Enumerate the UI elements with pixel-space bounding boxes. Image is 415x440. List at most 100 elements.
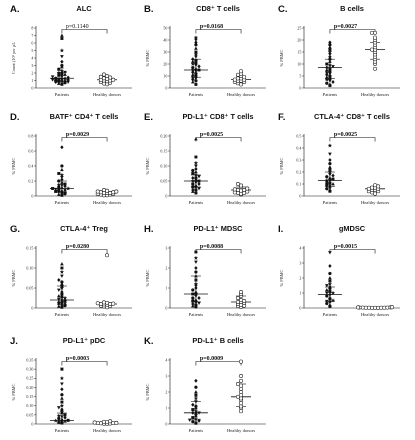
data-point <box>328 279 332 283</box>
data-point <box>232 187 237 192</box>
y-axis-label: % PBMC <box>11 269 16 286</box>
panel-title: PD-L1⁺ pDC <box>63 336 106 345</box>
data-point <box>194 181 198 185</box>
y-axis-label: % PBMC <box>145 157 150 174</box>
data-point <box>66 418 70 422</box>
data-point <box>101 300 106 305</box>
x-category-label: Healthy donors <box>93 92 121 97</box>
data-point <box>60 295 64 299</box>
panel-title: CTLA-4⁺ CD8⁺ T cells <box>314 112 390 121</box>
data-point <box>193 172 199 177</box>
data-point <box>60 282 64 286</box>
data-point <box>190 74 195 80</box>
p-value: p=0.0027 <box>334 24 357 30</box>
data-point <box>191 185 195 189</box>
data-point <box>373 35 378 40</box>
panel-label: A. <box>10 4 20 15</box>
series-healthy-donors <box>97 72 118 87</box>
y-tick-label: 0 <box>165 193 167 198</box>
y-tick-label: 1 <box>31 78 33 83</box>
data-point <box>194 265 198 271</box>
y-tick-label: 2 <box>165 389 167 394</box>
data-point <box>239 383 244 388</box>
data-point <box>60 145 64 150</box>
data-point <box>60 59 64 64</box>
data-point <box>50 78 55 82</box>
data-point <box>191 175 195 181</box>
data-point <box>331 65 335 69</box>
y-tick-label: 0.10 <box>26 265 33 270</box>
data-point <box>60 407 64 412</box>
panel-label: E. <box>144 112 153 123</box>
data-point <box>194 166 198 172</box>
data-point <box>51 186 55 190</box>
data-point <box>60 417 64 421</box>
data-point <box>194 66 198 71</box>
data-point <box>191 288 195 292</box>
panel-k: K. PD-L1⁺ B cells 0 1 2 3 4 % PBMC Patients Healt… <box>144 336 266 433</box>
p-value: p=0.1140 <box>66 24 89 30</box>
data-point <box>108 419 113 424</box>
panel-label: J. <box>10 336 18 347</box>
data-point <box>328 168 332 172</box>
significance-bracket <box>329 29 376 34</box>
data-point <box>239 378 244 383</box>
data-point <box>95 301 100 306</box>
y-tick-label: 2 <box>299 275 301 280</box>
panel-i: I. gMDSC 0 1 2 3 4 % PBMC Patients Healthy donors… <box>278 224 400 317</box>
panel-label: F. <box>278 112 285 123</box>
panel-label: C. <box>278 4 288 15</box>
data-point <box>373 183 378 188</box>
data-point <box>194 191 198 195</box>
y-tick-label: 0 <box>31 305 33 310</box>
data-point <box>239 404 244 409</box>
data-point <box>324 70 329 75</box>
significance-bracket <box>61 249 108 254</box>
data-point <box>57 67 61 71</box>
p-value: p=0.0280 <box>66 244 89 250</box>
series-patients <box>183 35 208 86</box>
data-point <box>325 175 329 179</box>
y-tick-label: 0 <box>31 85 33 90</box>
data-point <box>193 416 199 422</box>
data-point <box>101 72 106 77</box>
data-point <box>101 188 106 192</box>
data-point <box>60 63 64 68</box>
data-point <box>356 305 361 310</box>
data-point <box>328 185 332 190</box>
series-healthy-donors <box>231 182 252 197</box>
data-point <box>328 67 332 71</box>
y-tick-label: 0.6 <box>28 148 33 153</box>
data-point <box>60 367 64 371</box>
series-patients <box>317 251 342 308</box>
y-tick-label: 0.05 <box>26 412 33 417</box>
y-axis-label: % PBMC <box>279 49 284 66</box>
data-point <box>245 186 250 191</box>
x-category-label: Healthy donors <box>227 200 255 205</box>
significance-bracket <box>329 249 376 254</box>
data-point <box>324 75 329 79</box>
data-point <box>331 79 335 85</box>
panel-label: D. <box>10 112 20 123</box>
data-point <box>60 188 64 193</box>
data-point <box>197 64 201 69</box>
data-point <box>59 78 65 84</box>
data-point <box>60 289 64 295</box>
significance-bracket <box>329 137 376 142</box>
panel-e: E. PD-L1⁺ CD8⁺ T cells 0 0.05 0.10 0.15 0.20 % … <box>144 112 266 205</box>
data-point <box>194 404 198 409</box>
series-patients <box>183 250 208 309</box>
data-point <box>330 298 336 303</box>
data-point <box>63 299 67 303</box>
data-point <box>194 260 198 264</box>
data-point <box>194 270 198 274</box>
data-point <box>194 183 198 187</box>
data-point <box>105 74 110 78</box>
y-tick-label: 0.5 <box>296 133 301 138</box>
y-tick-label: 3 <box>299 260 301 265</box>
p-value: p=0.0025 <box>334 132 357 138</box>
data-point <box>59 76 65 81</box>
data-point <box>324 291 329 295</box>
data-point <box>57 77 61 81</box>
significance-bracket <box>195 249 242 254</box>
